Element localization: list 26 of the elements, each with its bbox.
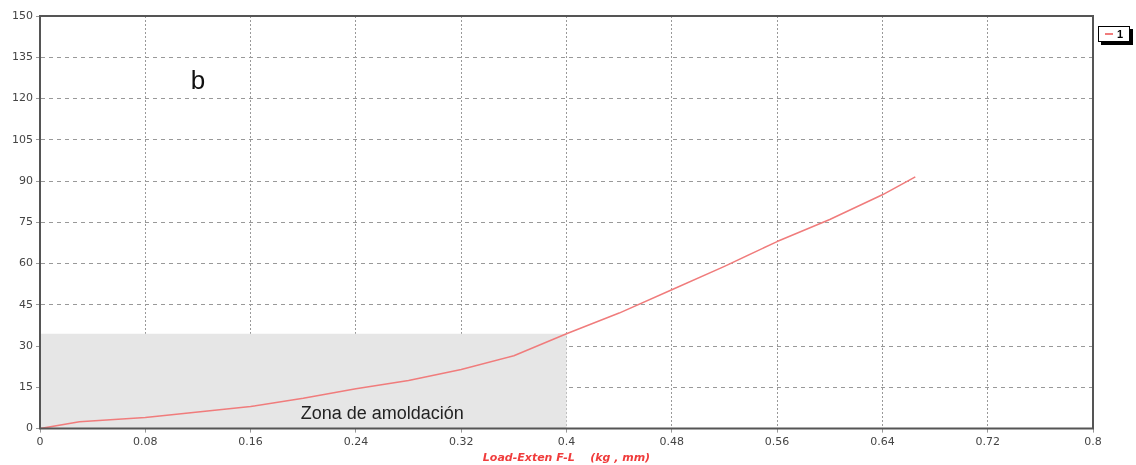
x-tick-label: 0.56 xyxy=(764,435,790,449)
y-tick-label: 75 xyxy=(19,215,33,229)
x-tick-label: 0.64 xyxy=(870,435,895,449)
x-tick-label: 0.48 xyxy=(659,435,685,449)
y-tick-label: 45 xyxy=(19,297,33,311)
x-axis-title: Load-Exten F-L (kg , mm) xyxy=(482,451,651,465)
x-tick-label: 0.8 xyxy=(1084,435,1102,449)
y-tick-label: 120 xyxy=(12,91,33,105)
y-tick-label: 105 xyxy=(12,132,33,146)
x-tick-label: 0.08 xyxy=(133,435,158,449)
y-tick-label: 30 xyxy=(19,338,33,352)
y-tick-label: 90 xyxy=(19,173,33,187)
y-tick-label: 135 xyxy=(12,50,33,64)
x-tick-label: 0.4 xyxy=(557,435,576,449)
y-tick-label: 15 xyxy=(19,380,33,394)
annotation: b xyxy=(190,65,206,96)
band-label: Zona de amoldación xyxy=(300,402,464,423)
y-tick-label: 60 xyxy=(19,256,33,270)
y-tick-label: 0 xyxy=(26,421,33,435)
x-tick-label: 0.16 xyxy=(238,435,263,449)
x-tick-label: 0 xyxy=(36,435,44,449)
x-tick-label: 0.72 xyxy=(975,435,1000,449)
x-tick-label: 0.32 xyxy=(448,435,474,449)
y-tick-label: 150 xyxy=(12,8,33,22)
x-tick-label: 0.24 xyxy=(343,435,369,449)
legend-label: 1 xyxy=(1116,28,1123,40)
